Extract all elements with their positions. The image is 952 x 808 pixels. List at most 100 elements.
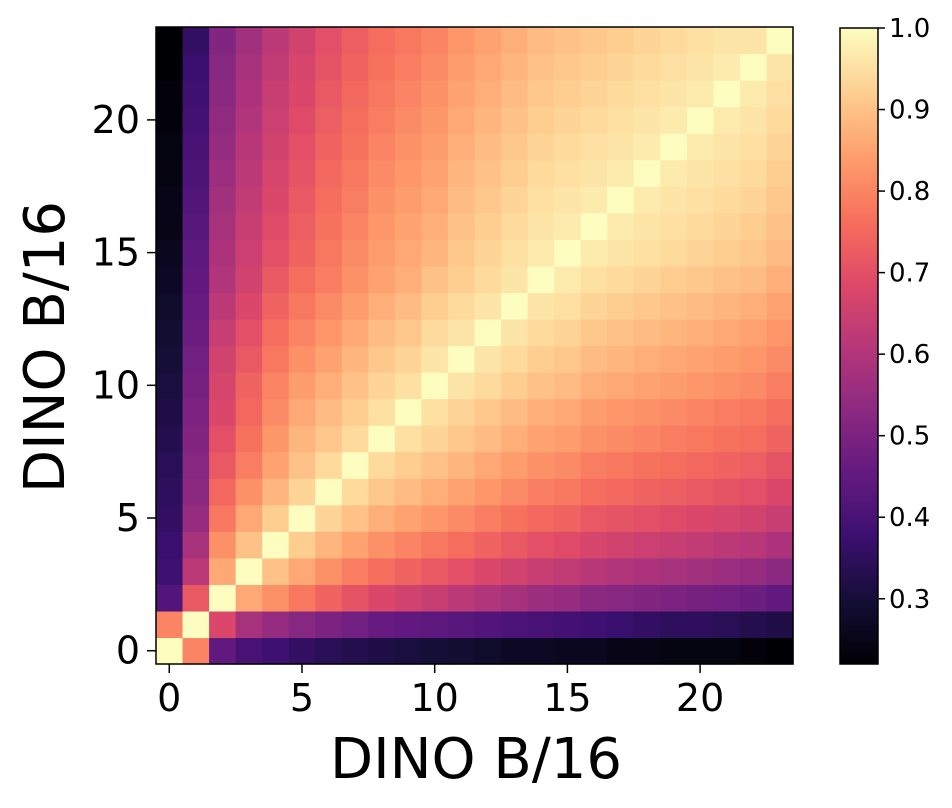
y-tick-label: 15 [92,231,140,275]
heatmap-cell [315,451,343,479]
heatmap-cell [554,106,582,134]
heatmap-cell [368,80,396,108]
heatmap-cell [686,106,714,134]
heatmap-cell [527,425,555,453]
heatmap-cell [288,239,316,267]
heatmap-cell [156,53,184,81]
heatmap-cell [660,80,688,108]
heatmap-cell [447,318,476,347]
heatmap-cell [739,451,768,479]
heatmap-cell [501,159,529,187]
heatmap-cell [447,584,476,612]
heatmap-cell [527,159,555,187]
heatmap-cell [633,425,661,453]
heatmap-cell [660,451,688,479]
heatmap-cell [474,345,502,373]
heatmap-cell [580,318,608,347]
heatmap-cell [633,80,661,108]
heatmap-cell [501,557,529,585]
colorbar-tick-label: 0.4 [889,503,930,533]
heatmap-cell [739,557,768,585]
heatmap-cell [554,504,582,532]
heatmap-cell [235,425,263,453]
heatmap-cell [686,159,714,187]
heatmap-cell [580,584,608,612]
heatmap-cell [156,292,184,320]
heatmap-cell [156,186,184,214]
heatmap-cell [633,398,661,426]
heatmap-cell [315,159,343,187]
heatmap-cell [262,159,290,187]
heatmap-cell [686,531,714,559]
colorbar [840,28,878,664]
heatmap-cell [288,425,316,453]
heatmap-cell [156,159,184,187]
heatmap-cell [447,398,476,426]
heatmap-cell [686,451,714,479]
heatmap-cell [633,557,661,585]
heatmap-cell [660,27,688,55]
heatmap-cell [235,531,263,559]
heatmap-cell [368,212,396,240]
heatmap-cell [607,133,635,161]
heatmap-cell [394,265,423,294]
heatmap-cell [288,504,316,532]
heatmap-cell [501,584,529,612]
heatmap-cell [660,133,688,161]
heatmap-cell [660,292,688,320]
heatmap-cell [474,478,502,506]
heatmap-cell [766,610,794,639]
heatmap-cell [315,478,343,506]
heatmap-cell [156,27,184,55]
y-tick-label: 5 [116,496,140,540]
heatmap-cell [421,159,449,187]
heatmap-cell [607,186,635,214]
heatmap-cell [739,80,768,108]
heatmap-cell [182,53,210,81]
heatmap-cell [156,133,184,161]
heatmap-cell [235,133,263,161]
heatmap-cell [633,372,661,400]
heatmap-cell [394,478,423,506]
heatmap-cell [447,557,476,585]
heatmap-cell [660,372,688,400]
heatmap-cell [288,186,316,214]
heatmap-cell [686,557,714,585]
heatmap-cell [341,372,369,400]
heatmap-cell [235,372,263,400]
heatmap-cell [739,584,768,612]
heatmap-cell [262,106,290,134]
heatmap-cell [315,637,343,665]
heatmap-cell [235,53,263,81]
heatmap-cell [341,478,369,506]
heatmap-cell [713,478,741,506]
heatmap-cell [315,425,343,453]
heatmap-cell [501,239,529,267]
heatmap-cell [447,212,476,240]
heatmap-cell [421,292,449,320]
heatmap-cell [209,584,237,612]
heatmap-cell [421,478,449,506]
heatmap-cell [686,504,714,532]
heatmap-cell [421,318,449,347]
heatmap-cell [633,292,661,320]
heatmap-cell [262,53,290,81]
heatmap-cell [368,292,396,320]
heatmap-cell [315,318,343,347]
heatmap-cell [660,478,688,506]
heatmap-cell [368,345,396,373]
heatmap-cell [607,372,635,400]
heatmap-cell [580,398,608,426]
heatmap-cell [686,610,714,639]
heatmap-cell [394,584,423,612]
heatmap-cell [394,80,423,108]
heatmap-cell [474,265,502,294]
heatmap-cell [235,557,263,585]
heatmap-cell [421,398,449,426]
heatmap-cell [580,27,608,55]
heatmap-cell [341,504,369,532]
heatmap-cell [341,451,369,479]
heatmap-cell [501,398,529,426]
heatmap-cell [554,372,582,400]
heatmap-cell [315,27,343,55]
